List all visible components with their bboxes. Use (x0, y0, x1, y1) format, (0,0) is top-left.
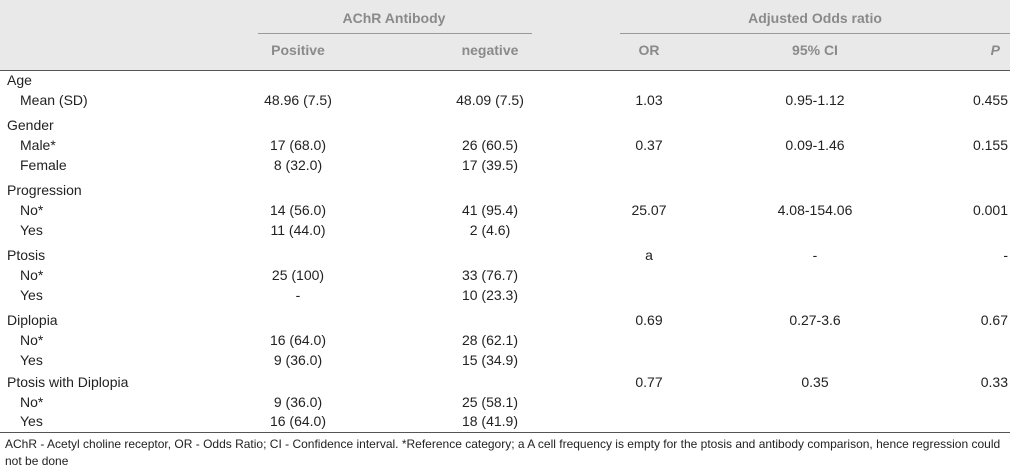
col-header-or: OR (638, 42, 660, 58)
group-header-antibody: AChR Antibody (342, 10, 446, 26)
cell-ci: 4.08-154.06 (777, 202, 853, 218)
col-header-negative: negative (461, 42, 519, 58)
cell-positive: 11 (44.0) (270, 222, 326, 238)
table-row: Ptosis a - - (0, 247, 1010, 267)
cell-positive: - (295, 287, 301, 303)
row-label: Yes (20, 352, 43, 368)
cell-positive: 9 (36.0) (273, 352, 323, 368)
cell-negative: 2 (4.6) (469, 222, 511, 238)
table-row: Yes 9 (36.0) 15 (34.9) (0, 352, 1010, 372)
cell-positive: 25 (100) (271, 267, 325, 283)
table-row: Yes 11 (44.0) 2 (4.6) (0, 222, 1010, 242)
table-row: Yes 16 (64.0) 18 (41.9) (0, 413, 1010, 433)
cell-or: 25.07 (631, 202, 667, 218)
cell-or: a (645, 247, 653, 263)
table-row: No* 16 (64.0) 28 (62.1) (0, 332, 1010, 352)
group-header-odds: Adjusted Odds ratio (748, 10, 882, 26)
row-label: No* (20, 394, 44, 410)
cell-p: - (1003, 247, 1008, 263)
cell-negative: 10 (23.3) (461, 287, 519, 303)
row-label: Mean (SD) (20, 92, 88, 108)
row-label: Gender (7, 117, 54, 133)
table-row: Age (0, 72, 1010, 92)
row-label: No* (20, 267, 44, 283)
table-row: Female 8 (32.0) 17 (39.5) (0, 157, 1010, 177)
table-footnote: AChR - Acetyl choline receptor, OR - Odd… (5, 437, 1001, 468)
row-label: Progression (7, 182, 82, 198)
group-rule-odds (620, 33, 1010, 34)
row-label: Ptosis with Diplopia (7, 374, 129, 390)
cell-negative: 33 (76.7) (461, 267, 519, 283)
cell-positive: 8 (32.0) (273, 157, 323, 173)
col-header-ci: 95% CI (792, 42, 838, 58)
cell-positive: 16 (64.0) (269, 332, 327, 348)
cell-positive: 17 (68.0) (269, 137, 327, 153)
cell-p: 0.155 (972, 137, 1008, 153)
table-row: Yes - 10 (23.3) (0, 287, 1010, 307)
cell-negative: 48.09 (7.5) (456, 92, 524, 108)
col-header-p: P (990, 42, 1000, 58)
cell-p: 0.455 (972, 92, 1008, 108)
cell-ci: 0.95-1.12 (785, 92, 845, 108)
row-label: Female (20, 157, 67, 173)
cell-ci: 0.27-3.6 (789, 312, 841, 328)
table-row: Ptosis with Diplopia 0.77 0.35 0.33 (0, 374, 1010, 394)
cell-or: 0.37 (635, 137, 663, 153)
row-label: Diplopia (7, 312, 58, 328)
row-label: Age (7, 72, 32, 88)
cell-positive: 48.96 (7.5) (264, 92, 332, 108)
cell-positive: 16 (64.0) (269, 413, 327, 429)
cell-negative: 41 (95.4) (461, 202, 519, 218)
col-header-positive: Positive (271, 42, 325, 58)
table-row: No* 14 (56.0) 41 (95.4) 25.07 4.08-154.06 0.0… (0, 202, 1010, 222)
cell-negative: 25 (58.1) (461, 394, 519, 410)
table-row: Progression (0, 182, 1010, 202)
row-label: Male* (20, 137, 56, 153)
cell-negative: 26 (60.5) (461, 137, 519, 153)
cell-or: 0.69 (635, 312, 663, 328)
cell-positive: 9 (36.0) (273, 394, 323, 410)
cell-negative: 18 (41.9) (461, 413, 519, 429)
row-label: Yes (20, 222, 43, 238)
table-row: Mean (SD) 48.96 (7.5) 48.09 (7.5) 1.03 0.95-… (0, 92, 1010, 112)
cell-or: 0.77 (635, 374, 663, 390)
table-row: Gender (0, 117, 1010, 137)
table-row: Diplopia 0.69 0.27-3.6 0.67 (0, 312, 1010, 332)
cell-negative: 17 (39.5) (461, 157, 519, 173)
row-label: Yes (20, 287, 43, 303)
cell-negative: 28 (62.1) (461, 332, 519, 348)
row-label: Yes (20, 413, 43, 429)
table-bottom-rule (0, 432, 1010, 433)
cell-ci: 0.09-1.46 (785, 137, 845, 153)
table-row: Male* 17 (68.0) 26 (60.5) 0.37 0.09-1.46 0.15… (0, 137, 1010, 157)
cell-p: 0.33 (980, 374, 1008, 390)
header-bottom-rule (0, 70, 1010, 71)
cell-p: 0.67 (980, 312, 1008, 328)
table-row: No* 9 (36.0) 25 (58.1) (0, 394, 1010, 414)
cell-positive: 14 (56.0) (269, 202, 327, 218)
table-header: AChR Antibody Adjusted Odds ratio Positi… (0, 0, 1010, 70)
row-label: No* (20, 202, 44, 218)
cell-negative: 15 (34.9) (461, 352, 519, 368)
group-rule-antibody (258, 33, 532, 34)
table-row: No* 25 (100) 33 (76.7) (0, 267, 1010, 287)
cell-or: 1.03 (635, 92, 663, 108)
row-label: Ptosis (7, 247, 46, 263)
cell-ci: - (812, 247, 818, 263)
cell-p: 0.001 (972, 202, 1008, 218)
cell-ci: 0.35 (801, 374, 829, 390)
row-label: No* (20, 332, 44, 348)
